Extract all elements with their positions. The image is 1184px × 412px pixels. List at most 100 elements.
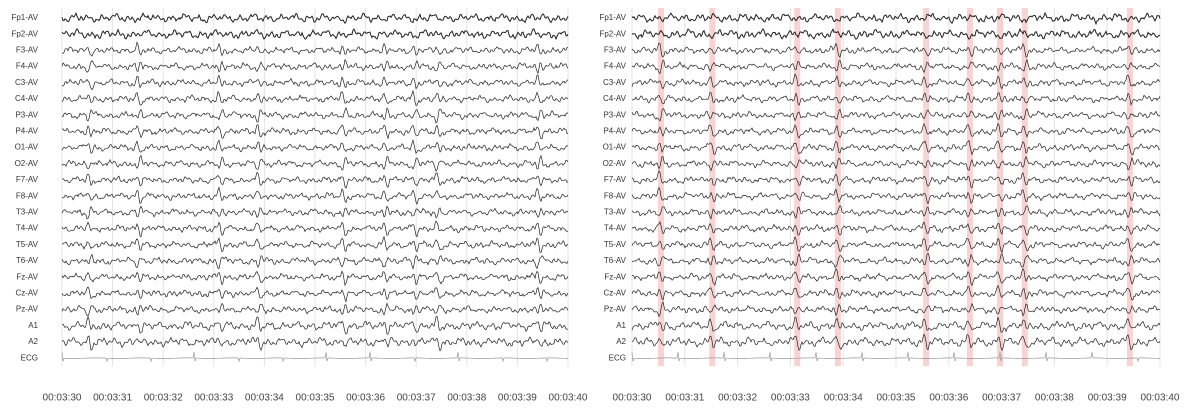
eeg-trace bbox=[61, 89, 569, 106]
x-tick-label: 00:03:33 bbox=[194, 393, 233, 404]
channel-label: ECG bbox=[609, 353, 626, 362]
channel-label: Fp2-AV bbox=[11, 29, 38, 38]
event-highlight bbox=[794, 8, 801, 367]
x-tick-label: 00:03:34 bbox=[245, 393, 284, 404]
event-highlight bbox=[709, 8, 716, 367]
x-tick-label: 00:03:35 bbox=[296, 393, 335, 404]
channel-label: A1 bbox=[616, 321, 626, 330]
channel-label: P4-AV bbox=[15, 127, 38, 136]
eeg-trace bbox=[61, 302, 569, 317]
channel-label: O1-AV bbox=[15, 143, 39, 152]
eeg-trace bbox=[61, 205, 569, 220]
channel-label: P3-AV bbox=[15, 110, 38, 119]
channel-label: Fp2-AV bbox=[599, 29, 626, 38]
eeg-trace bbox=[61, 352, 568, 363]
event-highlight bbox=[923, 8, 930, 367]
channel-label: F8-AV bbox=[604, 191, 627, 200]
x-tick-label: 00:03:36 bbox=[929, 393, 968, 404]
x-tick-label: 00:03:40 bbox=[1141, 393, 1180, 404]
eeg-trace bbox=[631, 139, 1161, 156]
eeg-trace bbox=[61, 58, 569, 75]
x-tick-label: 00:03:37 bbox=[982, 393, 1021, 404]
eeg-trace bbox=[61, 41, 569, 57]
x-tick-label: 00:03:32 bbox=[144, 393, 183, 404]
eeg-trace bbox=[631, 11, 1161, 26]
eeg-trace bbox=[61, 315, 569, 335]
eeg-trace bbox=[631, 73, 1161, 90]
eeg-trace bbox=[631, 284, 1161, 301]
channel-label: T3-AV bbox=[16, 208, 39, 217]
eeg-trace bbox=[61, 235, 569, 253]
channel-label: F8-AV bbox=[16, 191, 39, 200]
channel-label: F7-AV bbox=[16, 175, 39, 184]
channel-label: P3-AV bbox=[603, 110, 626, 119]
eeg-trace bbox=[631, 27, 1161, 40]
channel-label: F4-AV bbox=[604, 62, 627, 71]
eeg-trace bbox=[631, 221, 1161, 236]
channel-label: T5-AV bbox=[604, 240, 627, 249]
x-tick-label: 00:03:35 bbox=[877, 393, 916, 404]
channel-label: F4-AV bbox=[16, 62, 39, 71]
eeg-trace bbox=[631, 301, 1161, 318]
eeg-trace bbox=[61, 220, 569, 238]
event-highlight bbox=[997, 8, 1004, 367]
eeg-trace bbox=[631, 107, 1161, 122]
eeg-trace bbox=[631, 268, 1161, 287]
x-tick-label: 00:03:39 bbox=[1088, 393, 1127, 404]
eeg-trace bbox=[61, 270, 569, 287]
channel-label: F3-AV bbox=[16, 46, 39, 55]
x-tick-label: 00:03:37 bbox=[397, 393, 436, 404]
channel-label: F3-AV bbox=[604, 46, 627, 55]
eeg-trace bbox=[631, 186, 1161, 205]
event-highlight bbox=[1021, 8, 1028, 367]
channel-label: A2 bbox=[28, 337, 38, 346]
x-tick-label: 00:03:32 bbox=[718, 393, 757, 404]
event-highlight bbox=[658, 8, 665, 367]
event-highlight bbox=[834, 8, 841, 367]
channel-label: Fp1-AV bbox=[599, 13, 626, 22]
eeg-trace bbox=[631, 91, 1161, 107]
channel-label: O1-AV bbox=[603, 143, 627, 152]
x-tick-label: 00:03:34 bbox=[824, 393, 863, 404]
channel-label: Cz-AV bbox=[15, 289, 38, 298]
eeg-trace bbox=[631, 170, 1161, 189]
eeg-trace bbox=[61, 253, 569, 270]
eeg-trace bbox=[61, 286, 569, 303]
channel-label: C4-AV bbox=[603, 94, 627, 103]
eeg-trace bbox=[61, 27, 569, 41]
channel-label: T3-AV bbox=[604, 208, 627, 217]
x-tick-label: 00:03:33 bbox=[771, 393, 810, 404]
eeg-trace bbox=[61, 74, 569, 91]
channel-label: T4-AV bbox=[16, 224, 39, 233]
x-tick-label: 00:03:38 bbox=[447, 393, 486, 404]
channel-label: P4-AV bbox=[603, 127, 626, 136]
channel-label: F7-AV bbox=[604, 175, 627, 184]
x-tick-label: 00:03:30 bbox=[613, 393, 652, 404]
channel-label: Fz-AV bbox=[16, 272, 38, 281]
eeg-trace bbox=[631, 122, 1161, 139]
eeg-trace bbox=[61, 138, 569, 155]
eeg-trace bbox=[631, 333, 1161, 352]
eeg-trace bbox=[61, 186, 569, 205]
x-tick-label: 00:03:38 bbox=[1035, 393, 1074, 404]
channel-label: O2-AV bbox=[603, 159, 627, 168]
event-highlight bbox=[1126, 8, 1133, 367]
eeg-trace bbox=[61, 124, 568, 140]
eeg-trace bbox=[631, 205, 1161, 220]
x-tick-label: 00:03:40 bbox=[549, 393, 588, 404]
channel-label: Fz-AV bbox=[604, 272, 626, 281]
eeg-trace bbox=[61, 106, 569, 124]
x-tick-label: 00:03:39 bbox=[498, 393, 537, 404]
channel-label: Fp1-AV bbox=[11, 13, 38, 22]
channel-label: C4-AV bbox=[15, 94, 39, 103]
eeg-trace bbox=[61, 11, 569, 25]
eeg-trace bbox=[631, 42, 1161, 59]
channel-label: Cz-AV bbox=[603, 289, 626, 298]
eeg-trace bbox=[631, 352, 1160, 363]
channel-label: C3-AV bbox=[15, 78, 39, 87]
eeg-trace bbox=[61, 171, 569, 189]
eeg-trace bbox=[631, 316, 1161, 333]
channel-label: C3-AV bbox=[603, 78, 627, 87]
channel-label: T4-AV bbox=[604, 224, 627, 233]
